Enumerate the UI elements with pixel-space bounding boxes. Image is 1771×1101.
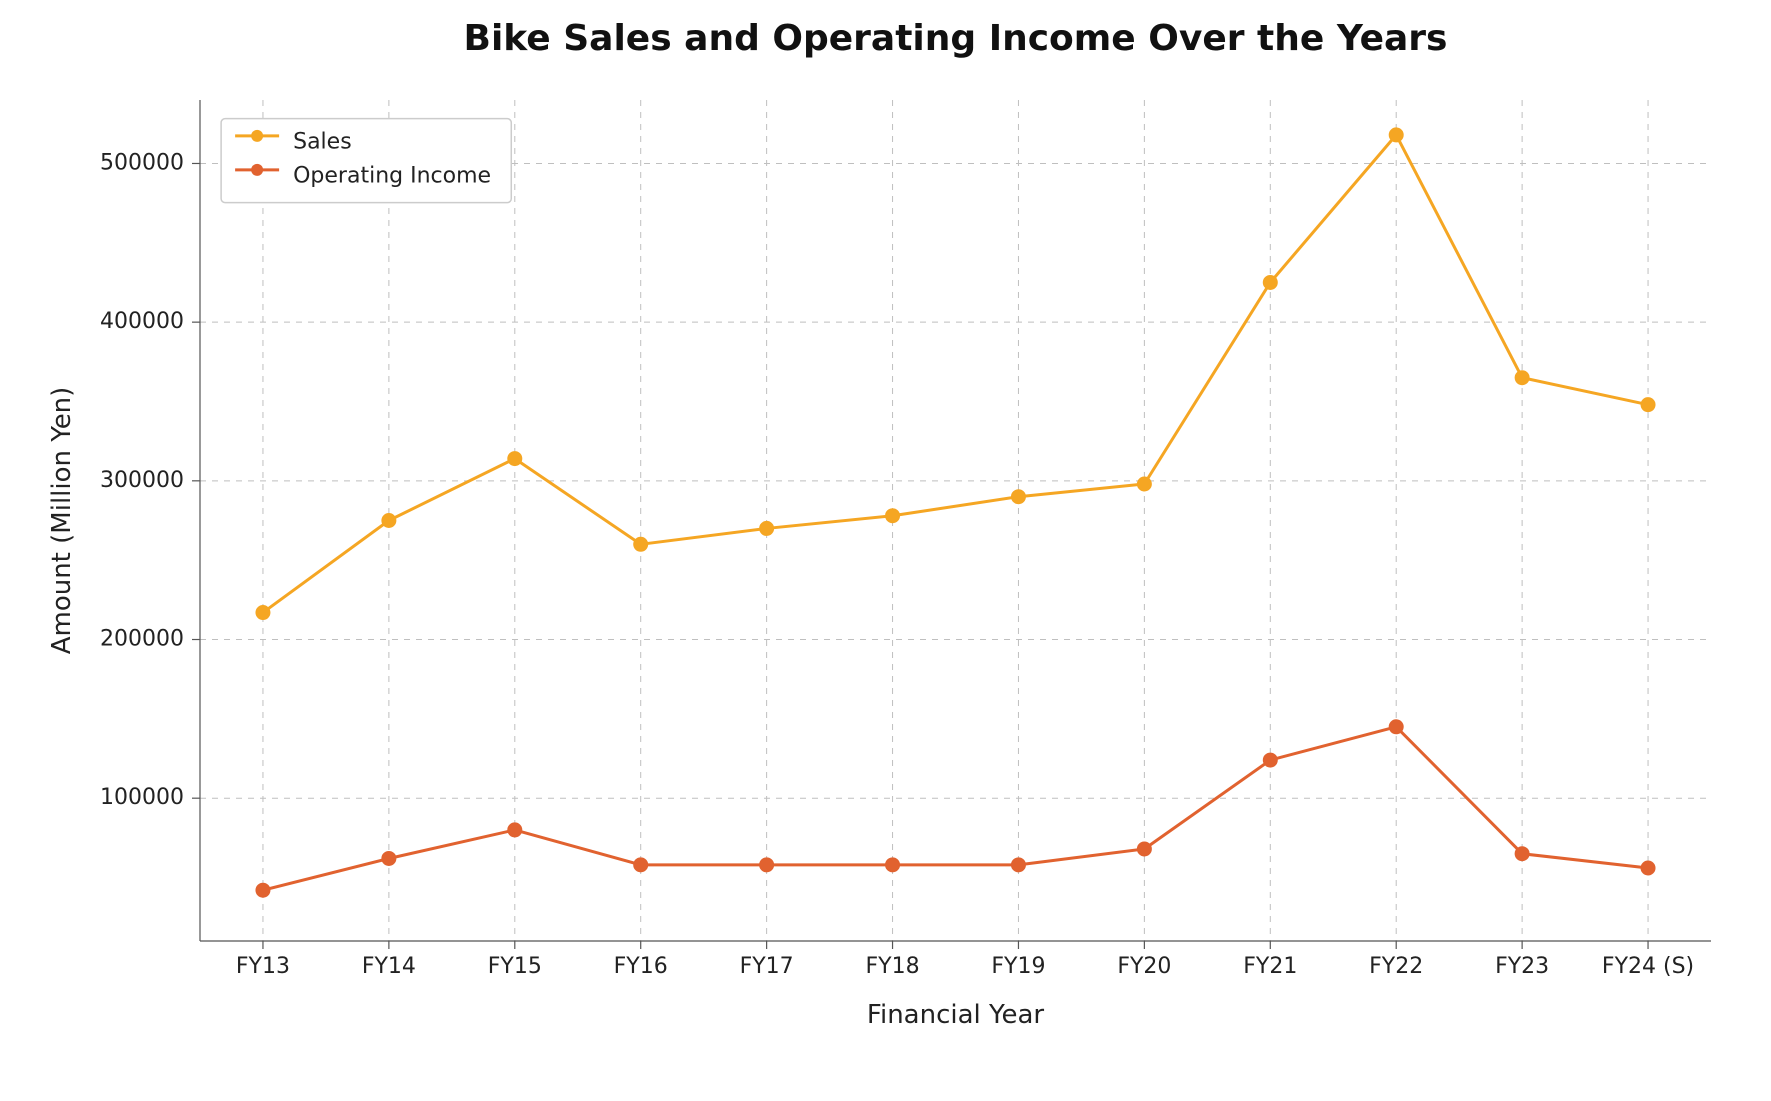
x-tick-label: FY22 <box>1369 954 1423 979</box>
y-axis-label: Amount (Million Yen) <box>47 387 77 655</box>
series-marker-0 <box>634 537 648 551</box>
series-marker-1 <box>508 823 522 837</box>
legend-label-0: Sales <box>293 130 352 155</box>
series-marker-1 <box>760 858 774 872</box>
x-tick-label: FY18 <box>865 954 919 979</box>
y-tick-label: 500000 <box>100 150 184 175</box>
series-marker-1 <box>1137 842 1151 856</box>
legend-box <box>221 119 511 203</box>
legend-marker-1 <box>251 164 263 176</box>
x-tick-label: FY13 <box>236 954 290 979</box>
x-axis-label: Financial Year <box>867 1000 1044 1030</box>
x-tick-label: FY19 <box>991 954 1045 979</box>
series-marker-1 <box>1011 858 1025 872</box>
y-tick-label: 100000 <box>100 785 184 810</box>
x-tick-label: FY15 <box>488 954 542 979</box>
y-tick-label: 400000 <box>100 309 184 334</box>
series-marker-0 <box>1389 128 1403 142</box>
series-marker-0 <box>1011 490 1025 504</box>
series-marker-1 <box>1641 861 1655 875</box>
legend-label-1: Operating Income <box>293 164 491 189</box>
y-tick-label: 300000 <box>100 468 184 493</box>
x-tick-label: FY24 (S) <box>1602 954 1694 979</box>
series-marker-1 <box>634 858 648 872</box>
series-marker-0 <box>886 509 900 523</box>
series-marker-0 <box>760 521 774 535</box>
series-marker-0 <box>382 514 396 528</box>
series-marker-1 <box>886 858 900 872</box>
y-tick-label: 200000 <box>100 627 184 652</box>
series-marker-1 <box>382 851 396 865</box>
series-marker-0 <box>1263 275 1277 289</box>
x-tick-label: FY14 <box>362 954 416 979</box>
series-marker-0 <box>256 606 270 620</box>
x-tick-label: FY21 <box>1243 954 1297 979</box>
legend: Sales Operating Income <box>221 119 511 203</box>
x-tick-label: FY20 <box>1117 954 1171 979</box>
series-marker-0 <box>1641 398 1655 412</box>
series-marker-0 <box>508 452 522 466</box>
x-tick-label: FY17 <box>740 954 794 979</box>
series-marker-1 <box>256 883 270 897</box>
line-chart: Bike Sales and Operating Income Over the… <box>0 0 1771 1101</box>
series-marker-1 <box>1515 847 1529 861</box>
chart-title: Bike Sales and Operating Income Over the… <box>464 18 1448 59</box>
legend-marker-0 <box>251 130 263 142</box>
chart-svg: 100000 200000 300000 400000 500000 FY13 FY14 FY… <box>0 0 1771 1101</box>
x-tick-label: FY16 <box>614 954 668 979</box>
series-marker-0 <box>1137 477 1151 491</box>
series-marker-0 <box>1515 371 1529 385</box>
x-tick-label: FY23 <box>1495 954 1549 979</box>
series-marker-1 <box>1389 720 1403 734</box>
series-marker-1 <box>1263 753 1277 767</box>
